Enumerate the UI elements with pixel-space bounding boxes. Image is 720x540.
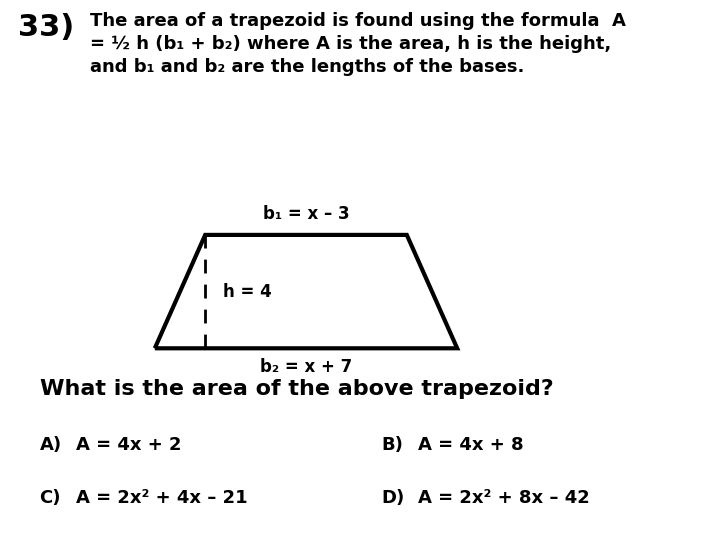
Text: B): B) xyxy=(382,436,403,454)
Text: A = 4x + 2: A = 4x + 2 xyxy=(76,436,181,454)
Text: A): A) xyxy=(40,436,62,454)
Text: = ½ h (b₁ + b₂) where A is the area, h is the height,: = ½ h (b₁ + b₂) where A is the area, h i… xyxy=(90,35,611,53)
Text: The area of a trapezoid is found using the formula  A: The area of a trapezoid is found using t… xyxy=(90,12,626,30)
Text: h = 4: h = 4 xyxy=(223,282,272,301)
Text: A = 4x + 8: A = 4x + 8 xyxy=(418,436,523,454)
Text: A = 2x² + 8x – 42: A = 2x² + 8x – 42 xyxy=(418,489,590,507)
Text: and b₁ and b₂ are the lengths of the bases.: and b₁ and b₂ are the lengths of the bas… xyxy=(90,58,524,76)
Text: A = 2x² + 4x – 21: A = 2x² + 4x – 21 xyxy=(76,489,247,507)
Text: b₁ = x – 3: b₁ = x – 3 xyxy=(263,205,349,223)
Text: What is the area of the above trapezoid?: What is the area of the above trapezoid? xyxy=(40,379,554,399)
Text: C): C) xyxy=(40,489,61,507)
Text: 33): 33) xyxy=(18,14,74,43)
Text: D): D) xyxy=(382,489,405,507)
Text: b₂ = x + 7: b₂ = x + 7 xyxy=(260,358,352,376)
